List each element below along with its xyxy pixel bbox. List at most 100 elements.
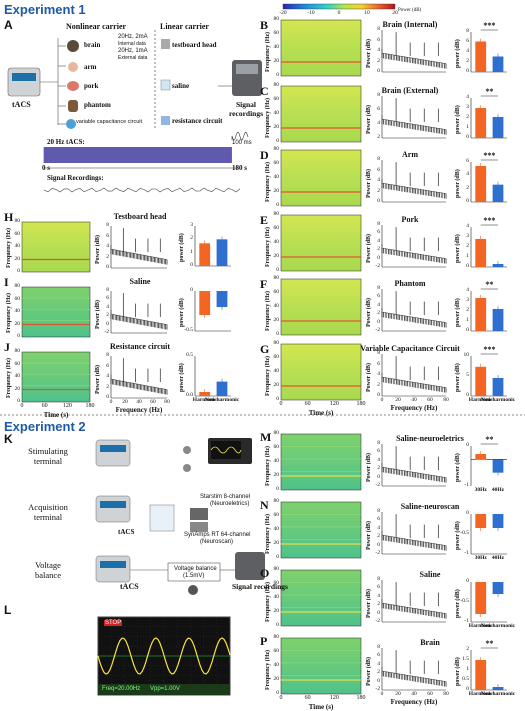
panel-label-M: M (260, 430, 272, 444)
significance-marker: ** (485, 280, 494, 289)
spec-xlabel: Time (s) (308, 409, 334, 417)
synamps-icon (190, 522, 208, 532)
spec-xtick: 180 (356, 401, 366, 407)
bars-H-bar-1 (216, 239, 228, 266)
psd-ytick: 2 (377, 187, 380, 194)
spec-ytick: 0 (17, 268, 20, 274)
brain-icon (67, 40, 79, 52)
spectrogram-I (21, 286, 91, 338)
bar-ytick: 0 (466, 510, 469, 516)
bar-ylabel: power (dB) (455, 39, 461, 68)
bars-H-bar-0 (199, 243, 211, 266)
signal-trace (43, 187, 241, 193)
psd-ytick: 2 (106, 383, 109, 390)
psd-ytick: 2 (106, 253, 109, 260)
title-I: Saline (129, 277, 151, 286)
wave-label: 20 Hz tACS: (47, 138, 85, 146)
colorbar-tick: -20 (279, 10, 287, 16)
bar-cat: 40Hz (491, 555, 505, 561)
psd-ytick: -2 (104, 329, 109, 335)
psd-J-trace (110, 374, 168, 395)
psd-ytick: 6 (106, 295, 109, 302)
panel-label-H: H (4, 210, 14, 224)
k-screen-1 (100, 445, 126, 452)
bar-ytick: 0.5 (186, 352, 193, 358)
bar-ytick: 0 (466, 686, 469, 692)
psd-M-trace (381, 462, 447, 483)
bar-ytick: -0.5 (460, 530, 469, 536)
psd-ytick: 4 (106, 243, 109, 249)
spec-ytick: 60 (273, 225, 280, 231)
title-D: Arm (402, 150, 418, 159)
title-N: Saline-neuroscan (400, 502, 460, 511)
psd-xlabel: Frequency (Hz) (115, 406, 163, 414)
bar-ytick: 2 (190, 235, 193, 242)
spec-ytick: 40 (14, 243, 21, 249)
bar-ytick: 0 (466, 68, 469, 74)
spec-ytick: 20 (273, 608, 280, 614)
spec-ytick: 0 (17, 333, 20, 339)
psd-ytick: 4 (377, 47, 380, 53)
panel-label-N: N (260, 498, 269, 512)
bar-ylabel: power (dB) (455, 521, 461, 550)
spec-ytick: 0 (276, 622, 279, 628)
bar-ytick: -1 (464, 618, 469, 624)
spec-ytick: 80 (273, 82, 280, 88)
bars-G-bar-1 (492, 378, 504, 396)
psd-xtick: 40 (136, 399, 142, 405)
psd-xtick: 20 (395, 691, 401, 697)
spec-ytick: 40 (273, 110, 280, 116)
psd-ytick: 4 (377, 524, 380, 531)
psd-ytick: 6 (377, 516, 380, 523)
spec-ytick: 40 (273, 594, 280, 600)
title-H: Testboard head (113, 212, 167, 221)
psd-ytick: 6 (377, 360, 380, 367)
acquisition-terminal-label: Acquisition terminal (28, 502, 68, 522)
bar-ytick: 0 (466, 442, 469, 448)
spec-ytick: 40 (273, 239, 280, 245)
title-F: Phantom (394, 279, 426, 288)
bar-ytick: 4 (466, 287, 469, 293)
bar-ytick: 5 (466, 372, 469, 378)
electrode-2 (183, 464, 191, 472)
psd-ytick: 6 (377, 448, 380, 455)
bar-ytick: 6 (466, 38, 469, 44)
experiment-2-heading: Experiment 2 (4, 419, 86, 434)
bar-cat: Non-harmonic (204, 397, 240, 403)
spec-ytick: 20 (273, 382, 280, 388)
starstim-icon (190, 508, 208, 520)
spec-ytick: 40 (273, 458, 280, 464)
psd-ylabel: Power (dB) (366, 233, 372, 263)
psd-ytick: 4 (377, 177, 380, 183)
psd-ytick: 0 (377, 473, 380, 480)
psd-ytick: 4 (377, 456, 380, 463)
psd-ytick: 4 (377, 592, 380, 599)
bars-I-bar-0 (199, 291, 211, 315)
stimulating-terminal-label: Stimulating terminal (28, 446, 68, 466)
psd-ytick: 2 (377, 310, 380, 317)
panel-label-O: O (260, 566, 270, 580)
wave-end: 180 s (232, 164, 247, 172)
spec-ytick: 0 (276, 138, 279, 144)
spec-ylabel: Frequency (Hz) (265, 649, 271, 690)
psd-ytick: 6 (106, 232, 109, 239)
spec-ytick: 60 (273, 648, 280, 654)
bar-cat: Harmonic (192, 397, 217, 403)
panel-label-P: P (260, 634, 268, 648)
bar-cat: Non-harmonic (480, 397, 516, 403)
spec-ylabel: Frequency (Hz) (265, 226, 271, 267)
bar-ytick: 2 (466, 114, 469, 120)
panel-label-J: J (4, 340, 10, 354)
electrode-1 (183, 446, 191, 454)
spectrogram-P (280, 637, 362, 695)
significance-marker: *** (483, 151, 496, 160)
neuroscan-label: (Neuroscan) (200, 539, 234, 545)
psd-C-trace (381, 114, 447, 135)
bar-ytick: 1 (466, 253, 469, 259)
spec-xtick: 0 (279, 401, 283, 407)
significance-marker: ** (485, 435, 494, 444)
bar-cat: 40Hz (491, 487, 505, 493)
title-B: Brain (Internal) (382, 20, 438, 29)
spec-ytick: 60 (14, 295, 21, 302)
